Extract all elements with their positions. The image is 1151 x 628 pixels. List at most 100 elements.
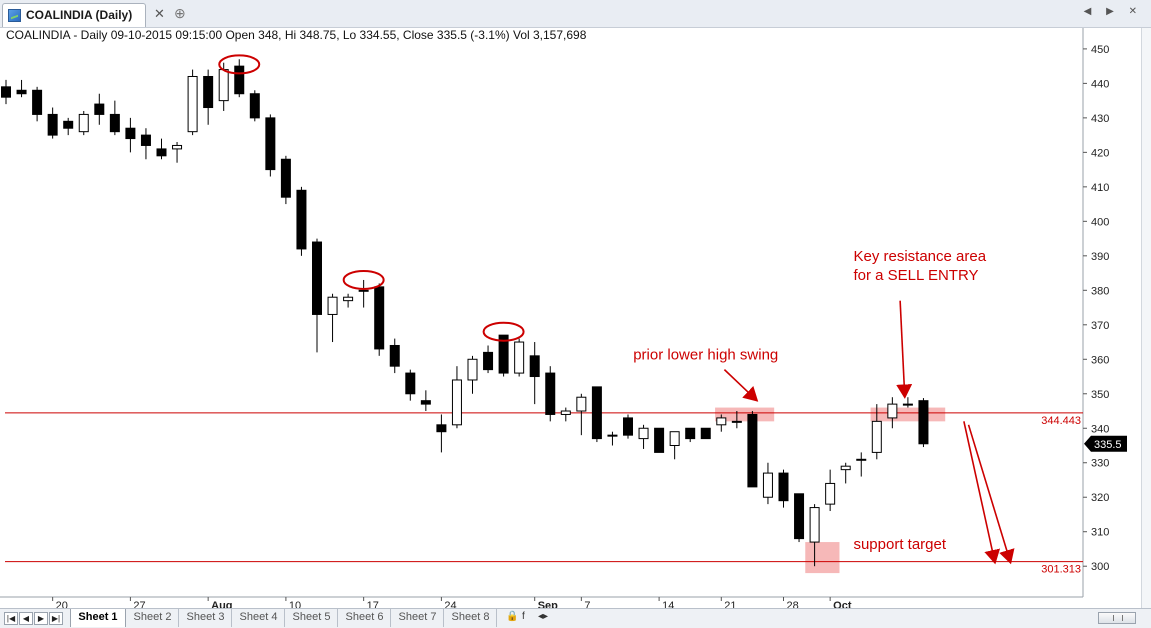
candle-body xyxy=(140,134,151,146)
window-nav-icons[interactable]: ◀ ▶ ✕ xyxy=(1083,6,1143,17)
x-tick-label: 10 xyxy=(289,600,301,608)
candle-body xyxy=(343,296,354,302)
price-chart[interactable]: 300 310 320 330 340 350 360 370 380 390 400 410 420 4… xyxy=(0,28,1151,608)
candle-body xyxy=(374,286,385,350)
annotation-text: Key resistance area xyxy=(853,248,986,265)
candle-body xyxy=(47,113,58,136)
candle-body xyxy=(203,75,214,109)
x-tick-label: Sep xyxy=(538,600,558,608)
candle-body xyxy=(685,427,696,440)
sheet-tab-2[interactable]: Sheet 2 xyxy=(127,609,179,627)
candle-body xyxy=(794,493,805,540)
y-tick-label: 320 xyxy=(1091,492,1109,504)
candle-body xyxy=(825,482,836,505)
annotation-text: support target xyxy=(853,536,946,553)
annotation-text: for a SELL ENTRY xyxy=(853,267,978,284)
horizontal-scrollbar-thumb[interactable] xyxy=(1098,612,1136,624)
candle-body xyxy=(265,117,276,171)
next-sheet-button[interactable]: ▶ xyxy=(34,612,48,625)
sheet-tab-4[interactable]: Sheet 4 xyxy=(233,609,285,627)
candle-body xyxy=(591,386,602,440)
annotation-arrow xyxy=(963,421,1001,565)
candle-body xyxy=(1,86,11,98)
y-tick-label: 420 xyxy=(1091,147,1109,159)
close-tab-icon[interactable]: ✕ xyxy=(154,6,165,21)
candle-body xyxy=(109,113,120,133)
y-tick-label: 350 xyxy=(1091,389,1109,401)
annotation-circle xyxy=(342,269,385,290)
x-tick-label: 24 xyxy=(444,600,456,608)
sheet-tab-5[interactable]: Sheet 5 xyxy=(286,609,338,627)
last-sheet-button[interactable]: ▶| xyxy=(49,612,63,625)
fx-icon[interactable]: f xyxy=(522,611,525,622)
sheet-menu-icon[interactable]: ◂▸ xyxy=(538,611,549,622)
candle-body xyxy=(312,241,322,315)
candle-body xyxy=(809,507,820,543)
x-tick-label: 14 xyxy=(662,600,674,608)
prev-sheet-button[interactable]: ◀ xyxy=(19,612,33,625)
candle-body xyxy=(32,89,43,115)
candle-body xyxy=(389,344,400,367)
y-tick-label: 450 xyxy=(1091,44,1109,56)
candle-body xyxy=(747,413,758,488)
candle-body xyxy=(218,69,229,102)
candle-body xyxy=(16,89,27,95)
y-tick-label: 300 xyxy=(1091,561,1109,573)
candle-body xyxy=(436,424,447,433)
candle-body xyxy=(249,93,260,119)
y-tick-label: 370 xyxy=(1091,320,1109,332)
window-titlebar: COALINDIA (Daily) ✕ ⊕ ◀ ▶ ✕ xyxy=(0,0,1151,28)
y-tick-label: 440 xyxy=(1091,78,1109,90)
candle-body xyxy=(514,341,525,374)
candle-body xyxy=(467,358,478,381)
lock-icon[interactable]: 🔒 xyxy=(506,611,519,622)
candlestick-chart[interactable]: 300 310 320 330 340 350 360 370 380 390 400 410 420 4… xyxy=(0,28,1141,608)
x-tick-label: 7 xyxy=(584,600,590,608)
candle-body xyxy=(840,465,851,471)
horizontal-level-label: 344.443 xyxy=(1041,415,1081,427)
annotation-arrow xyxy=(967,424,1015,565)
horizontal-level-label: 301.313 xyxy=(1041,564,1081,576)
first-sheet-button[interactable]: |◀ xyxy=(4,612,18,625)
vertical-scrollbar[interactable] xyxy=(1141,28,1151,608)
candle-body xyxy=(280,158,291,198)
candle-body xyxy=(638,427,649,440)
candle-body xyxy=(94,103,105,115)
annotation-circle xyxy=(218,54,261,75)
sheet-tab-7[interactable]: Sheet 7 xyxy=(392,609,444,627)
chart-tab-title: COALINDIA (Daily) xyxy=(26,8,133,22)
candle-body xyxy=(327,296,338,315)
add-tab-icon[interactable]: ⊕ xyxy=(174,5,186,21)
sheet-tab-8[interactable]: Sheet 8 xyxy=(445,609,497,627)
last-price-label: 335.5 xyxy=(1094,439,1122,451)
x-tick-label: 21 xyxy=(724,600,736,608)
y-tick-label: 380 xyxy=(1091,285,1109,297)
x-tick-label: 17 xyxy=(367,600,379,608)
candle-body xyxy=(918,400,929,445)
x-tick-label: 27 xyxy=(133,600,145,608)
y-tick-label: 410 xyxy=(1091,182,1109,194)
candle-body xyxy=(545,372,556,415)
candle-body xyxy=(607,434,618,437)
sheet-tab-6[interactable]: Sheet 6 xyxy=(339,609,391,627)
annotation-arrow xyxy=(723,369,759,402)
annotation-arrow xyxy=(896,300,913,399)
candle-body xyxy=(856,458,867,461)
candle-body xyxy=(871,420,882,453)
highlight-zone xyxy=(805,542,840,574)
candle-body xyxy=(125,127,136,140)
sheet-tab-3[interactable]: Sheet 3 xyxy=(180,609,232,627)
candle-body xyxy=(529,355,540,378)
x-tick-label: 28 xyxy=(787,600,799,608)
y-tick-label: 390 xyxy=(1091,251,1109,263)
sheet-tab-1[interactable]: Sheet 1 xyxy=(70,609,126,627)
chart-document-tab[interactable]: COALINDIA (Daily) xyxy=(2,3,146,27)
candle-body xyxy=(451,379,462,426)
candle-body xyxy=(78,113,89,133)
highlight-zone xyxy=(715,407,775,422)
candle-body xyxy=(358,289,369,292)
candle-body xyxy=(731,420,742,423)
y-tick-label: 330 xyxy=(1091,458,1109,470)
candle-body xyxy=(296,189,307,250)
candle-body xyxy=(172,144,183,150)
